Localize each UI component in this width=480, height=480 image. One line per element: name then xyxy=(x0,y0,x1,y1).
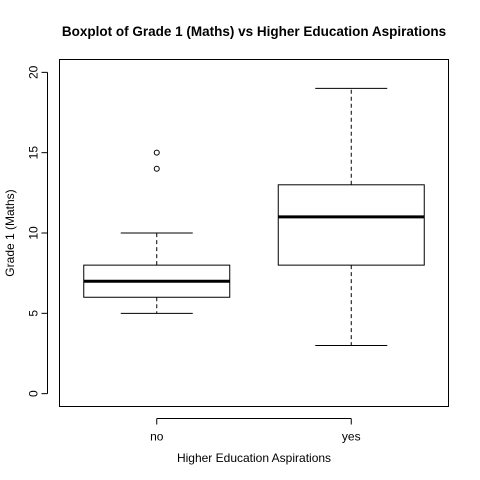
y-tick-label: 20 xyxy=(27,65,41,79)
x-axis: no yes xyxy=(150,418,361,444)
box-yes xyxy=(277,87,425,346)
box-no xyxy=(83,149,231,314)
y-axis-label: Grade 1 (Maths) xyxy=(3,189,17,276)
x-tick-label: yes xyxy=(342,430,361,444)
x-tick-label: no xyxy=(150,430,164,444)
outlier-point xyxy=(153,149,160,156)
y-tick-label: 10 xyxy=(27,226,41,240)
y-axis: 0 5 10 15 20 xyxy=(27,65,48,397)
outlier-point xyxy=(153,165,160,172)
y-tick-label: 5 xyxy=(27,310,41,317)
chart-title: Boxplot of Grade 1 (Maths) vs Higher Edu… xyxy=(62,24,446,39)
x-axis-label: Higher Education Aspirations xyxy=(177,451,331,465)
boxes xyxy=(83,87,425,346)
y-tick-label: 0 xyxy=(27,390,41,397)
y-tick-label: 15 xyxy=(27,146,41,160)
iqr-box xyxy=(277,184,425,266)
plot-frame xyxy=(59,59,449,407)
